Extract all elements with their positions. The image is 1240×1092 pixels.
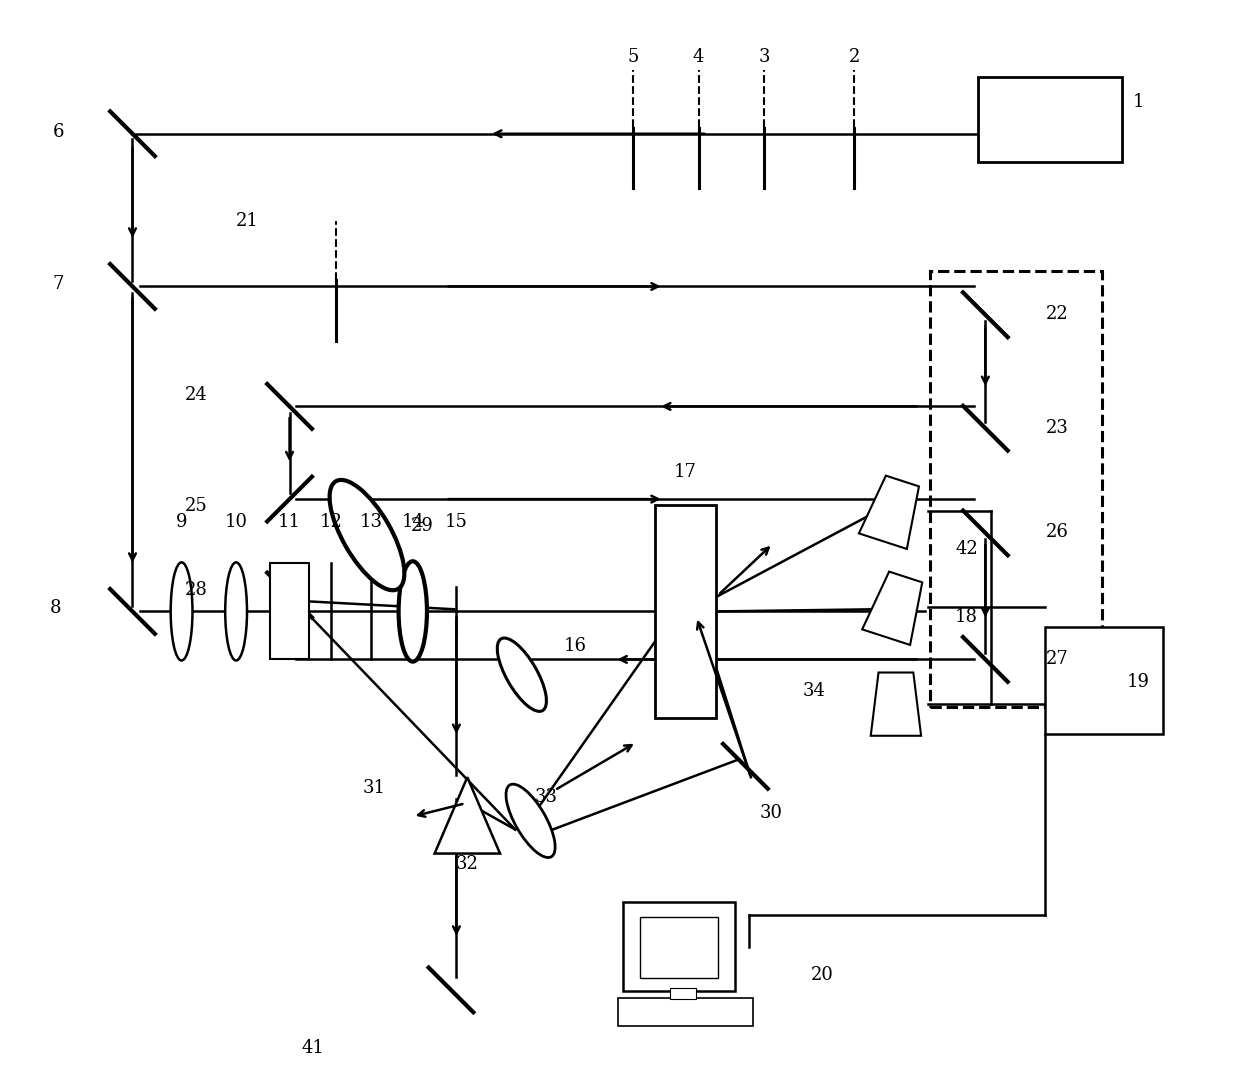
Polygon shape [859,476,919,549]
Bar [655,505,715,719]
Text: 20: 20 [811,965,833,984]
Bar [270,563,309,660]
Text: 33: 33 [534,787,558,806]
FancyBboxPatch shape [930,271,1102,708]
Text: 27: 27 [1045,651,1068,668]
Text: 30: 30 [760,804,782,822]
Bar [670,987,697,998]
Text: 7: 7 [52,275,64,294]
Bar [640,917,718,977]
Text: 11: 11 [278,513,301,531]
Text: 32: 32 [456,855,479,874]
Text: 31: 31 [363,779,386,797]
Bar [977,78,1122,162]
Text: 41: 41 [301,1038,324,1057]
Text: 29: 29 [410,518,434,535]
Ellipse shape [497,638,547,711]
Text: 4: 4 [693,48,704,67]
Text: 8: 8 [50,600,61,617]
Text: 2: 2 [849,48,861,67]
Text: 19: 19 [1127,674,1151,691]
Text: 16: 16 [563,638,587,655]
Polygon shape [870,673,921,736]
Ellipse shape [171,562,192,661]
Text: 9: 9 [176,513,187,531]
Text: 34: 34 [802,682,826,700]
Text: 23: 23 [1045,419,1068,437]
Text: 24: 24 [185,387,208,404]
Text: 17: 17 [675,463,697,480]
Text: 42: 42 [956,541,978,558]
Text: 12: 12 [320,513,342,531]
Ellipse shape [398,561,427,662]
Text: 10: 10 [224,513,248,531]
Polygon shape [434,778,500,854]
Bar [618,997,753,1025]
Bar [624,902,734,990]
Ellipse shape [506,784,556,857]
Text: 22: 22 [1045,305,1068,323]
Text: 28: 28 [185,581,208,598]
Text: 15: 15 [445,513,467,531]
Text: 5: 5 [627,48,639,67]
Text: 25: 25 [185,497,208,514]
Text: 18: 18 [955,608,978,626]
Polygon shape [862,571,923,645]
Text: 21: 21 [236,212,258,230]
Text: 26: 26 [1045,523,1068,541]
Text: 14: 14 [402,513,424,531]
Text: 1: 1 [1132,93,1145,111]
Ellipse shape [330,480,404,591]
Text: 6: 6 [52,122,64,141]
Text: 13: 13 [360,513,383,531]
Ellipse shape [226,562,247,661]
Bar [1045,627,1163,734]
Text: 3: 3 [758,48,770,67]
